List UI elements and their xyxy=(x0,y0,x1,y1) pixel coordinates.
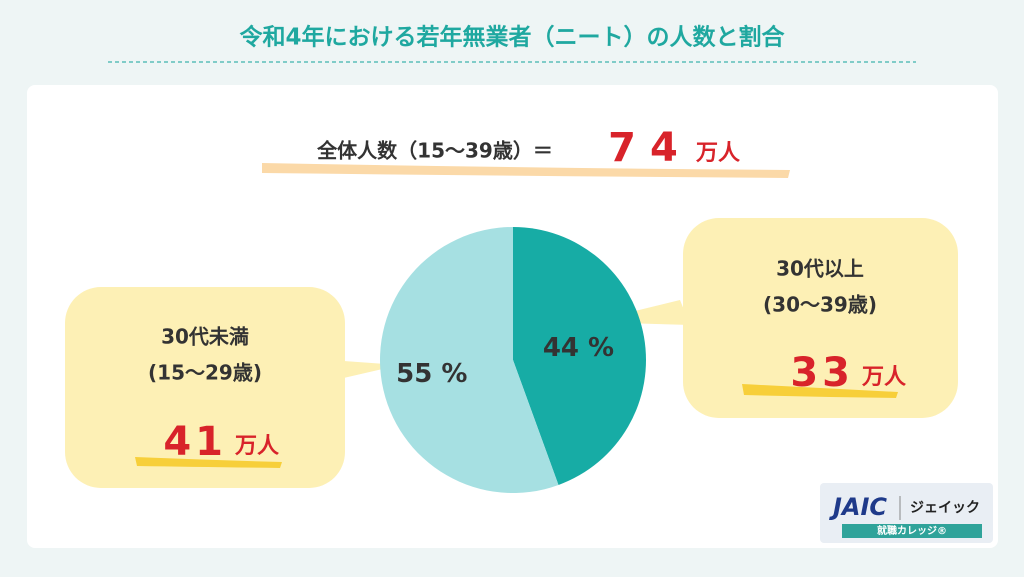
callout-right xyxy=(683,218,958,418)
category-sublabel: (15〜29歳) xyxy=(148,361,262,385)
category-label: 30代未満 xyxy=(161,325,249,349)
count-highlight xyxy=(135,457,282,468)
callout-left xyxy=(65,287,345,488)
count-value: 41 xyxy=(163,419,227,465)
callouts: 30代以上 (30〜39歳) 33 万人 30代未満 (15〜29歳) 41 万人 xyxy=(148,257,906,466)
total-unit: 万人 xyxy=(695,141,740,166)
total-value: 74 xyxy=(608,125,692,171)
pie-slice xyxy=(380,227,559,493)
count-highlight xyxy=(742,384,898,398)
logo-name: ジェイック xyxy=(910,500,980,516)
total-label: 全体人数（15〜39歳）＝ xyxy=(316,139,553,163)
count-value: 33 xyxy=(790,350,854,396)
total-highlight xyxy=(262,163,790,178)
pie-slice xyxy=(513,227,647,485)
count-unit: 万人 xyxy=(861,365,906,390)
category-sublabel: (30〜39歳) xyxy=(763,293,877,317)
pie: 44 % 55 % xyxy=(380,227,647,493)
logo-band xyxy=(842,524,982,538)
count-unit: 万人 xyxy=(234,434,279,459)
logo-brand: JAIC xyxy=(829,493,887,521)
slice-label: 55 % xyxy=(396,359,467,389)
category-label: 30代以上 xyxy=(776,257,864,281)
logo-tagline: 就職カレッジ® xyxy=(877,524,947,537)
chart-title: 令和4年における若年無業者（ニート）の人数と割合 xyxy=(239,24,785,51)
slice-label: 44 % xyxy=(543,333,614,363)
